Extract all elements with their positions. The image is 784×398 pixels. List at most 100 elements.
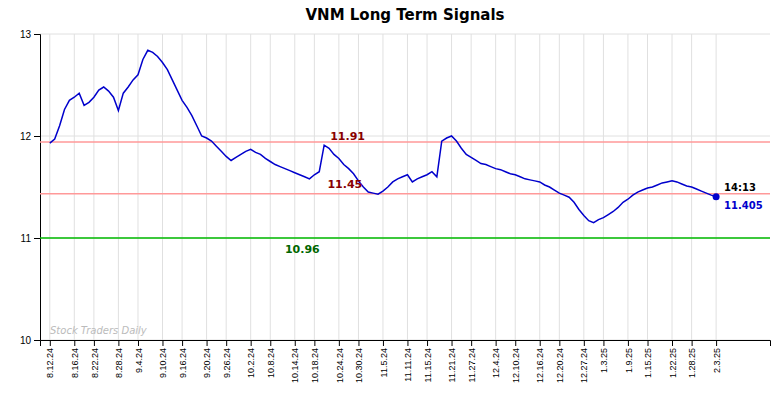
x-tick: 9.10.24	[158, 340, 168, 378]
x-tick: 12.10.24	[511, 340, 521, 383]
x-tick: 1.15.25	[643, 340, 653, 378]
x-tick-mark	[270, 340, 271, 346]
x-tick-label: 1.3.25	[599, 348, 609, 373]
x-grid-line	[495, 34, 496, 340]
x-grid-line	[294, 34, 295, 340]
x-tick-label: 9.26.24	[222, 348, 232, 378]
x-grid-line	[716, 34, 717, 340]
x-grid-line	[407, 34, 408, 340]
x-tick-mark	[50, 340, 51, 346]
x-tick-label: 9.10.24	[158, 348, 168, 378]
x-tick: 1.9.25	[624, 340, 634, 373]
x-tick: 12.16.24	[535, 340, 545, 383]
x-tick-mark	[358, 340, 359, 346]
x-tick-label: 1.9.25	[624, 348, 634, 373]
x-tick-label: 12.4.24	[491, 348, 501, 378]
price-line	[50, 50, 716, 222]
x-tick-mark	[118, 340, 119, 346]
x-tick-mark	[427, 340, 428, 346]
y-tick: 13	[20, 29, 40, 40]
x-grid-line	[74, 34, 75, 340]
x-tick-mark	[407, 340, 408, 346]
x-tick-label: 12.27.24	[579, 348, 589, 383]
x-tick: 11.5.24	[379, 340, 389, 377]
x-grid-line	[206, 34, 207, 340]
x-tick-mark	[692, 340, 693, 346]
x-tick-mark	[182, 340, 183, 346]
x-grid-line	[559, 34, 560, 340]
x-tick: 10.14.24	[290, 340, 300, 383]
x-tick: 11.21.24	[447, 340, 457, 382]
x-tick-label: 1.15.25	[643, 348, 653, 378]
x-tick: 10.24.24	[335, 340, 345, 383]
x-grid-line	[627, 34, 628, 340]
y-tick: 12	[20, 131, 40, 142]
x-tick-label: 8.22.24	[90, 348, 100, 378]
y-tick-label: 12	[20, 131, 32, 142]
x-tick-label: 11.11.24	[403, 348, 413, 382]
y-tick: 11	[21, 233, 40, 244]
y-tick: 10	[20, 335, 40, 346]
x-tick: 2.3.25	[712, 340, 722, 373]
x-tick: 8.22.24	[90, 340, 100, 378]
y-tick-label: 11	[21, 233, 32, 244]
x-tick-label: 1.28.25	[687, 348, 697, 378]
x-tick: 9.16.24	[178, 340, 188, 378]
y-tick-mark	[34, 136, 40, 137]
x-grid-line	[583, 34, 584, 340]
x-tick: 12.20.24	[555, 340, 565, 383]
x-grid-line	[451, 34, 452, 340]
x-tick: 10.8.24	[266, 340, 276, 378]
x-tick-label: 10.18.24	[310, 348, 320, 383]
x-tick-mark	[471, 340, 472, 346]
x-tick: 9.26.24	[222, 340, 232, 378]
x-grid-line	[539, 34, 540, 340]
y-tick-label: 13	[20, 29, 32, 40]
y-grid-line	[40, 34, 770, 35]
x-grid-line	[647, 34, 648, 340]
x-tick-label: 9.16.24	[178, 348, 188, 378]
x-grid-line	[427, 34, 428, 340]
x-tick-mark	[295, 340, 296, 346]
x-tick-mark	[314, 340, 315, 346]
last-price-label: 11.405	[724, 200, 763, 211]
x-tick-mark	[226, 340, 227, 346]
x-tick-label: 8.12.24	[45, 348, 55, 378]
last-time-label: 14:13	[724, 182, 756, 193]
x-tick-mark	[628, 340, 629, 346]
x-tick-label: 10.2.24	[246, 348, 256, 378]
x-grid-line	[226, 34, 227, 340]
annotations: 11.9111.4510.9614:1311.405Stock Traders …	[50, 130, 763, 336]
x-tick-label: 12.16.24	[535, 348, 545, 383]
x-tick-mark	[138, 340, 139, 346]
chart-container: 8.12.248.16.248.22.248.28.249.4.249.10.2…	[0, 0, 784, 398]
x-tick: 12.4.24	[491, 340, 501, 378]
x-axis-line	[41, 341, 771, 347]
y-grid-line	[40, 238, 770, 239]
x-tick-label: 10.14.24	[290, 348, 300, 383]
reference-line	[40, 141, 770, 143]
annotation: 11.45	[327, 178, 362, 191]
y-tick-mark	[34, 340, 40, 341]
x-grid-line	[672, 34, 673, 340]
y-grid-line	[40, 136, 770, 137]
x-tick: 8.12.24	[45, 340, 55, 378]
x-tick-label: 12.20.24	[555, 348, 565, 383]
x-tick-mark	[251, 340, 252, 346]
x-tick-mark	[672, 340, 673, 346]
x-tick-mark	[496, 340, 497, 346]
y-tick-mark	[34, 238, 40, 239]
y-tick-label: 10	[20, 335, 32, 346]
x-tick-label: 10.24.24	[335, 348, 345, 383]
x-tick-mark	[94, 340, 95, 346]
x-tick: 10.30.24	[354, 340, 364, 383]
x-tick-mark	[540, 340, 541, 346]
x-tick: 1.3.25	[599, 340, 609, 373]
x-tick: 10.2.24	[246, 340, 256, 378]
x-tick-mark	[74, 340, 75, 346]
y-axis: 10 11 12 13	[20, 29, 41, 346]
x-tick-mark	[207, 340, 208, 346]
x-tick-label: 12.10.24	[511, 348, 521, 383]
x-tick-label: 8.28.24	[114, 348, 124, 378]
y-tick-mark	[34, 34, 40, 35]
